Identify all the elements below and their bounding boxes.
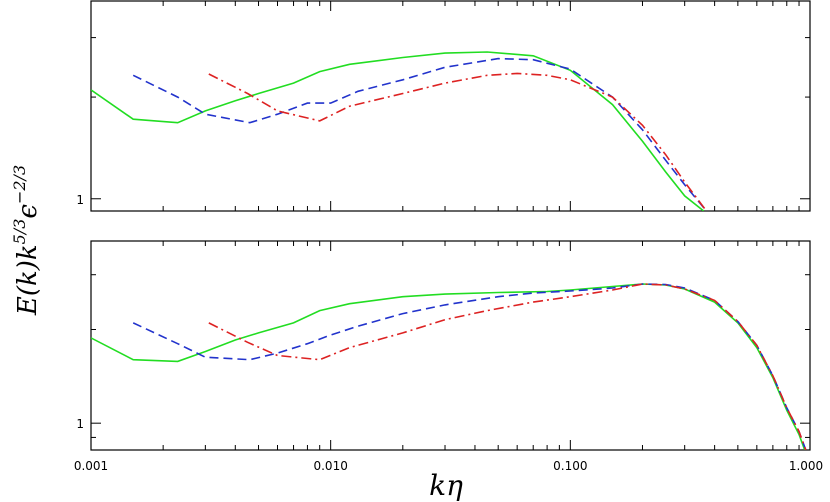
bottom-panel-frame [90,240,811,451]
bottom-x-tick-label: 0.010 [313,459,347,473]
bottom-series-solid-line [91,283,806,450]
ylabel-eps-exponent: −2/3 [10,165,29,204]
top-y-tick-label: 1 [76,193,84,207]
bottom-x-tick-label: 0.001 [74,459,108,473]
y-axis-label: E(k)k5/3ϵ−2/3 [10,165,43,316]
bottom-series-dashdot-line [208,283,807,450]
ylabel-k-exponent: 5/3 [10,219,29,245]
svg-text:E(k)k5/3ϵ−2/3: E(k)k5/3ϵ−2/3 [10,165,43,316]
bottom-x-tick-label: 1.000 [789,459,823,473]
bottom-panel-ticks: 1 0.001 0.010 0.100 1.000 [74,241,823,473]
bottom-y-tick-label: 1 [76,417,84,431]
top-series-solid-line [91,51,705,211]
top-series-dashed-line [132,57,708,211]
top-series-dashdot-line [208,72,708,211]
ylabel-base: E(k)k [13,244,43,316]
top-panel-series [91,51,708,211]
top-panel-frame [90,0,811,212]
top-panel-ticks: 1 [76,1,811,211]
bottom-x-tick-label: 0.100 [553,459,587,473]
bottom-panel-series [91,283,807,450]
bottom-series-dashed-line [132,283,807,450]
x-axis-label: kη [429,469,463,502]
ylabel-epsilon: ϵ [13,204,43,219]
